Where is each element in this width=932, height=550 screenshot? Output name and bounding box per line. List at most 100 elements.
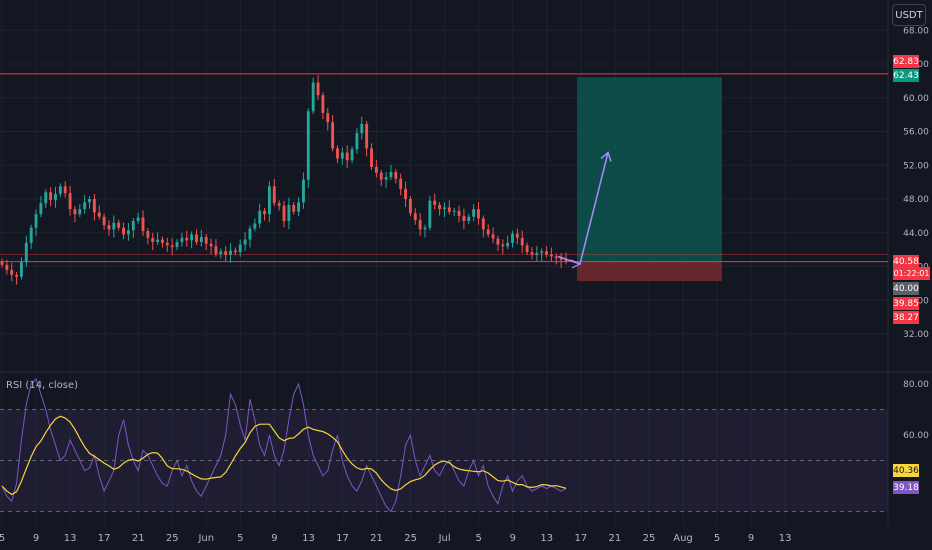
- candle-body: [253, 223, 257, 229]
- candle-body: [292, 204, 296, 212]
- stop-zone: [577, 261, 722, 282]
- candle-body: [10, 269, 14, 275]
- candle-body: [511, 233, 514, 243]
- forecast-arrow[interactable]: [557, 151, 612, 269]
- candle-body: [394, 172, 398, 179]
- candle-body: [374, 166, 378, 173]
- rsi-value-tag: 40.36: [893, 464, 919, 477]
- candle-body: [243, 239, 247, 245]
- candle-body: [297, 202, 301, 212]
- candle-body: [365, 123, 369, 149]
- candle-body: [457, 210, 461, 216]
- candle-body: [233, 250, 237, 253]
- candle-body: [545, 251, 548, 255]
- candle-body: [199, 236, 203, 243]
- candle-body: [477, 209, 480, 219]
- candle-body: [384, 177, 388, 180]
- candle-body: [122, 227, 125, 235]
- time-tick-label: 13: [540, 533, 553, 544]
- candle-body: [549, 254, 553, 257]
- position-tool[interactable]: [577, 77, 722, 282]
- candle-body: [131, 220, 135, 231]
- candle-body: [452, 210, 456, 212]
- time-tick-label: 25: [166, 533, 179, 544]
- candle-body: [404, 188, 407, 199]
- candle-body: [287, 204, 291, 221]
- candle-body: [238, 244, 242, 253]
- price-tag: 01:22:01: [893, 267, 930, 280]
- candle-body: [161, 239, 164, 243]
- time-tick-label: 13: [302, 533, 315, 544]
- arrow-head-small: [570, 259, 582, 269]
- candle-body: [501, 244, 505, 247]
- rsi-pane: [0, 377, 888, 513]
- time-tick-label: Aug: [673, 533, 693, 544]
- candle-body: [277, 203, 281, 206]
- price-tick-label: 60.00: [903, 94, 929, 104]
- time-tick-label: 13: [779, 533, 792, 544]
- arrow-head: [600, 151, 612, 162]
- candle-body: [302, 179, 305, 203]
- candle-body: [282, 205, 286, 221]
- candle-body: [321, 95, 325, 113]
- price-tick-label: 48.00: [903, 195, 929, 205]
- rsi-value-tag: 39.18: [893, 481, 919, 494]
- time-tick-label: 5: [0, 533, 5, 544]
- candle-body: [54, 193, 57, 200]
- candle-body: [355, 133, 359, 150]
- price-tag: 62.83: [893, 55, 919, 68]
- price-tick-label: 56.00: [903, 128, 929, 138]
- candle-body: [316, 82, 320, 96]
- candle-body: [554, 256, 558, 259]
- candle-body: [340, 152, 344, 159]
- rsi-axis[interactable]: 80.00 60.00: [903, 380, 929, 441]
- candle-body: [20, 262, 23, 277]
- candle-body: [413, 213, 417, 221]
- candle-body: [214, 246, 218, 254]
- candle-body: [491, 234, 495, 239]
- price-tag: 40.58: [893, 255, 919, 268]
- time-tick-label: 9: [33, 533, 39, 544]
- candle-body: [44, 192, 48, 204]
- time-tick-label: 5: [714, 533, 720, 544]
- candle-body: [190, 234, 194, 241]
- candle-body: [5, 264, 9, 270]
- candle-body: [263, 210, 266, 215]
- candle-body: [379, 172, 383, 180]
- candle-body: [559, 258, 563, 260]
- candle-body: [267, 186, 271, 215]
- time-axis[interactable]: 5 9 13 17 21 25 Jun 5 9 13 17 21 25 Jul 5 9 13 17 21 25 Aug 5…: [0, 533, 792, 544]
- time-tick-label: 25: [404, 533, 417, 544]
- time-tick-label: 17: [98, 533, 111, 544]
- candle-body: [418, 220, 422, 230]
- candle-body: [151, 237, 155, 243]
- time-tick-label: 9: [510, 533, 516, 544]
- rsi-tick-label: 80.00: [903, 380, 929, 390]
- candle-body: [63, 186, 67, 194]
- time-tick-label: Jul: [438, 533, 451, 544]
- candle-body: [112, 222, 116, 230]
- candle-body: [58, 186, 62, 194]
- price-tick-label: 44.00: [903, 229, 929, 239]
- candle-body: [49, 192, 53, 200]
- candle-body: [136, 217, 140, 221]
- candle-body: [520, 237, 524, 246]
- candle-body: [408, 199, 412, 214]
- candle-body: [117, 222, 121, 228]
- rsi-indicator-label[interactable]: RSI (14, close): [6, 380, 79, 391]
- candlestick-series: [0, 75, 568, 285]
- candle-body: [73, 209, 77, 215]
- horizontal-levels[interactable]: [0, 73, 888, 263]
- candle-body: [389, 172, 393, 178]
- candle-body: [540, 251, 544, 253]
- candle-body: [433, 200, 437, 205]
- candle-body: [472, 209, 476, 217]
- time-tick-label: 5: [237, 533, 243, 544]
- candle-body: [564, 259, 568, 262]
- candle-body: [34, 214, 38, 228]
- candle-body: [68, 193, 72, 210]
- currency-button[interactable]: USDT: [892, 4, 926, 26]
- price-tag: 39.85: [893, 297, 919, 310]
- price-tick-label: 32.00: [903, 330, 929, 340]
